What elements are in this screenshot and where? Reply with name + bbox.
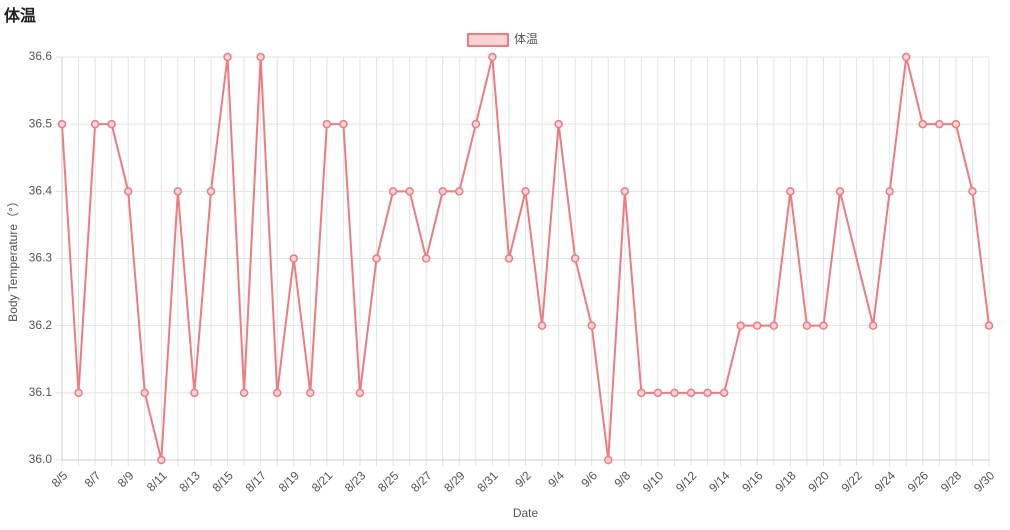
data-point (604, 455, 613, 465)
x-tick-label: 9/26 (905, 468, 932, 495)
data-point (537, 321, 547, 330)
data-point (653, 388, 663, 398)
data-point (306, 388, 315, 398)
data-point (703, 388, 712, 398)
data-point (322, 119, 332, 129)
data-point (57, 119, 67, 129)
data-point (868, 321, 878, 330)
data-point (802, 321, 812, 330)
data-point (256, 52, 265, 62)
y-tick-label: 36.3 (29, 251, 53, 265)
data-point (488, 52, 497, 62)
data-point (438, 187, 447, 196)
data-point (835, 187, 845, 196)
data-point (769, 321, 779, 330)
data-point (74, 388, 83, 398)
x-tick-label: 9/14 (706, 468, 733, 495)
x-tick-label: 8/21 (309, 468, 336, 495)
data-point (388, 187, 398, 196)
data-point (239, 388, 249, 398)
x-tick-label: 9/12 (673, 468, 700, 495)
x-tick-label: 9/2 (512, 468, 534, 490)
x-tick-label: 8/31 (474, 468, 501, 495)
x-tick-label: 9/8 (611, 468, 633, 490)
x-axis-label: Date (513, 506, 539, 520)
data-point (140, 388, 150, 398)
data-point (901, 52, 911, 62)
data-point (471, 119, 481, 129)
data-point (372, 254, 381, 263)
data-point (753, 321, 762, 330)
x-tick-label: 8/15 (209, 468, 236, 495)
x-tick-label: 9/16 (739, 468, 766, 495)
x-tick-label: 8/7 (82, 468, 104, 490)
data-point (123, 187, 133, 196)
legend-swatch (467, 33, 509, 47)
data-point (786, 187, 795, 196)
data-point (570, 254, 580, 263)
data-point (637, 388, 646, 398)
y-tick-label: 36.2 (29, 318, 53, 332)
data-point (190, 388, 199, 398)
data-point (272, 388, 282, 398)
data-point (90, 119, 100, 129)
x-tick-label: 8/29 (441, 468, 468, 495)
y-tick-label: 36.5 (29, 116, 53, 130)
data-point (107, 119, 116, 129)
data-point (173, 187, 183, 196)
x-tick-label: 9/30 (971, 468, 998, 495)
x-tick-label: 8/25 (375, 468, 402, 495)
data-point (620, 187, 630, 196)
data-point (984, 321, 994, 330)
x-tick-label: 9/20 (805, 468, 832, 495)
data-point (405, 187, 414, 196)
y-tick-label: 36.6 (29, 49, 53, 63)
data-point (421, 254, 431, 263)
page-title: 体温 (4, 8, 37, 25)
x-tick-label: 8/23 (342, 468, 369, 495)
data-point (686, 388, 696, 398)
data-point (885, 187, 894, 196)
data-point (157, 455, 166, 465)
data-point (521, 187, 530, 196)
data-point (289, 254, 298, 263)
data-point (719, 388, 729, 398)
data-point (455, 187, 464, 196)
x-tick-label: 9/18 (772, 468, 799, 495)
x-tick-label: 8/11 (144, 468, 170, 494)
data-point (587, 321, 596, 330)
x-tick-label: 9/22 (839, 468, 866, 495)
y-axis-label: Body Temperature（°） (6, 195, 20, 322)
data-point (206, 187, 216, 196)
x-tick-label: 8/13 (176, 468, 203, 495)
x-tick-label: 8/19 (276, 468, 303, 495)
data-point (935, 119, 944, 129)
data-point (951, 119, 961, 129)
data-point (339, 119, 348, 129)
data-point (554, 119, 563, 129)
data-point (223, 52, 232, 62)
x-tick-label: 9/4 (545, 468, 567, 490)
data-point (736, 321, 745, 330)
data-point (968, 187, 977, 196)
y-tick-label: 36.4 (29, 184, 53, 198)
data-point (355, 388, 365, 398)
x-tick-label: 8/27 (408, 468, 435, 495)
y-tick-label: 36.0 (29, 452, 53, 466)
data-point (819, 321, 828, 330)
x-tick-label: 8/17 (243, 468, 270, 495)
x-tick-label: 8/9 (115, 468, 137, 490)
legend-label: 体温 (514, 32, 538, 46)
data-point (918, 119, 928, 129)
x-tick-label: 9/6 (578, 468, 600, 490)
x-tick-label: 9/10 (640, 468, 667, 495)
x-tick-label: 8/5 (49, 468, 71, 490)
x-tick-label: 9/24 (872, 468, 899, 495)
data-point (504, 254, 514, 263)
data-point (670, 388, 679, 398)
x-tick-label: 9/28 (938, 468, 965, 495)
y-tick-label: 36.1 (29, 385, 53, 399)
